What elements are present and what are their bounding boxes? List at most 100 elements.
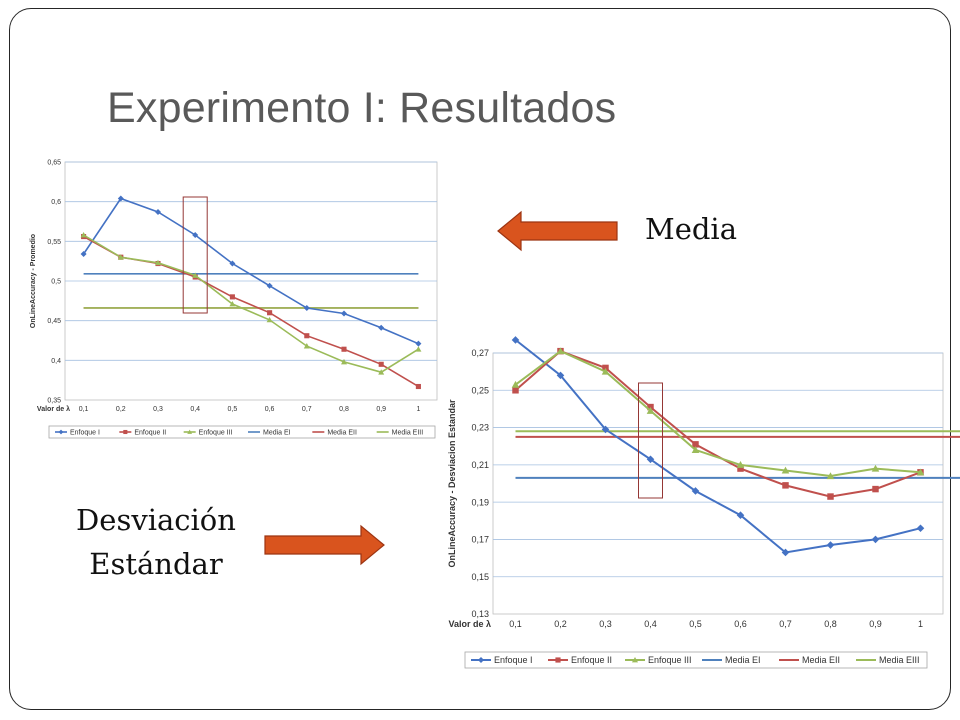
chart-mean-accuracy: 0,35 0,4 0,45 0,5 0,55 0,6 0,65 0,1 0,2 0,3 0,4 0,5… (30, 159, 438, 439)
plot-area (492, 352, 944, 615)
point-enfoque-i (117, 195, 124, 202)
legend-marker (123, 429, 128, 435)
legend-label: Media EIII (392, 429, 424, 436)
legend-marker (555, 657, 561, 663)
point-enfoque-i (266, 282, 273, 289)
arrow-right-shape (264, 524, 385, 566)
x-tick-label: 0,7 (779, 619, 792, 629)
point-enfoque-iii (736, 461, 745, 468)
legend-label: Enfoque I (70, 429, 100, 436)
point-enfoque-iii (415, 346, 422, 352)
legend-item-media-eii: Media EII (779, 655, 840, 665)
legend-item-media-ei: Media EI (248, 429, 291, 436)
point-enfoque-iii (871, 464, 880, 472)
legend-label: Media EI (263, 429, 291, 436)
legend-item-enfoque-iii: Enfoque III (183, 429, 233, 436)
point-enfoque-i (826, 541, 835, 549)
point-enfoque-i (80, 251, 87, 258)
point-enfoque-iii (601, 367, 610, 375)
point-enfoque-ii (304, 333, 310, 339)
x-tick-label: 1 (918, 619, 923, 629)
y-tick-label: 0,25 (471, 385, 489, 395)
x-axis-label: Valor de λ (37, 405, 70, 413)
x-tick-label: 0,5 (228, 406, 238, 413)
legend-marker (631, 656, 639, 663)
legend-label: Media EII (802, 655, 840, 665)
y-tick-label: 0,35 (47, 397, 61, 404)
point-enfoque-i (415, 340, 422, 347)
series-line-enfoque-iii (514, 349, 921, 478)
desviacion-label-line1: Desviación (76, 503, 236, 537)
point-enfoque-ii (341, 346, 347, 352)
point-enfoque-i (736, 511, 745, 519)
y-tick-label: 0,17 (471, 535, 489, 545)
point-enfoque-ii (512, 387, 519, 394)
x-axis-label: Valor de λ (448, 619, 491, 629)
series-line-enfoque-i (514, 339, 921, 554)
arrow-left-icon (497, 210, 618, 252)
point-enfoque-iii (511, 380, 520, 388)
point-enfoque-iii (155, 259, 161, 266)
x-tick-label: 0,5 (689, 619, 702, 629)
legend-item-media-eiii: Media EIII (856, 655, 920, 665)
point-enfoque-i (916, 524, 925, 533)
y-tick-label: 0,23 (471, 423, 489, 433)
desviacion-label: Desviación Estándar (52, 498, 260, 586)
point-enfoque-ii (378, 361, 384, 367)
desviacion-label-line2: Estándar (89, 547, 223, 581)
media-label: Media (645, 212, 737, 246)
x-tick-label: 0,9 (376, 406, 386, 413)
point-enfoque-iii (266, 316, 273, 323)
highlight-box (638, 382, 663, 499)
y-tick-label: 0,4 (51, 358, 61, 365)
arrow-right-icon (264, 524, 385, 566)
x-tick-label: 0,1 (79, 406, 89, 413)
y-tick-label: 0,55 (47, 239, 61, 246)
point-enfoque-ii (692, 441, 699, 448)
point-enfoque-i (192, 231, 199, 238)
legend-label: Enfoque III (648, 655, 692, 665)
page-title: Experimento I: Resultados (107, 84, 617, 132)
x-tick-label: 0,9 (869, 619, 882, 629)
x-tick-label: 0,3 (599, 619, 612, 629)
y-axis-label: OnLineAccuracy - Desviacion Estandar (447, 399, 457, 568)
y-tick-label: 0,27 (471, 348, 489, 358)
legend-item-enfoque-i: Enfoque I (471, 655, 533, 665)
point-enfoque-iii (303, 343, 310, 349)
point-enfoque-iii (229, 301, 236, 307)
x-tick-label: 0,2 (554, 619, 567, 629)
y-tick-label: 0,21 (471, 460, 489, 470)
point-enfoque-ii (267, 310, 273, 316)
point-enfoque-ii (827, 493, 834, 500)
series-enfoque-iii (511, 347, 925, 480)
series-line-enfoque-i (82, 197, 419, 345)
y-tick-label: 0,6 (51, 199, 61, 206)
legend-marker (58, 429, 64, 435)
legend-label: Media EI (725, 655, 761, 665)
y-axis-label: OnLineAccuracy - Promedio (30, 234, 37, 328)
point-enfoque-iii (192, 272, 199, 278)
point-enfoque-iii (646, 406, 655, 414)
y-tick-label: 0,5 (51, 278, 61, 285)
x-tick-label: 0,8 (824, 619, 837, 629)
x-tick-label: 0,6 (734, 619, 747, 629)
legend (48, 425, 436, 439)
legend-item-enfoque-i: Enfoque I (55, 429, 100, 436)
point-enfoque-ii (229, 294, 235, 300)
point-enfoque-iii (378, 369, 385, 375)
point-enfoque-iii (826, 472, 835, 480)
x-tick-label: 0,2 (116, 406, 126, 413)
legend-marker (187, 429, 193, 434)
point-enfoque-ii (782, 482, 789, 489)
y-tick-label: 0,15 (471, 572, 489, 582)
arrow-left-shape (497, 210, 618, 252)
legend-label: Enfoque III (199, 429, 233, 436)
x-tick-label: 0,8 (339, 406, 349, 413)
series-line-enfoque-iii (83, 234, 419, 374)
point-enfoque-iii (80, 231, 87, 238)
legend-label: Media EII (327, 429, 357, 436)
point-enfoque-i (229, 260, 236, 267)
highlight-box (182, 196, 208, 314)
point-enfoque-iii (916, 468, 925, 476)
y-tick-label: 0,13 (471, 609, 489, 619)
